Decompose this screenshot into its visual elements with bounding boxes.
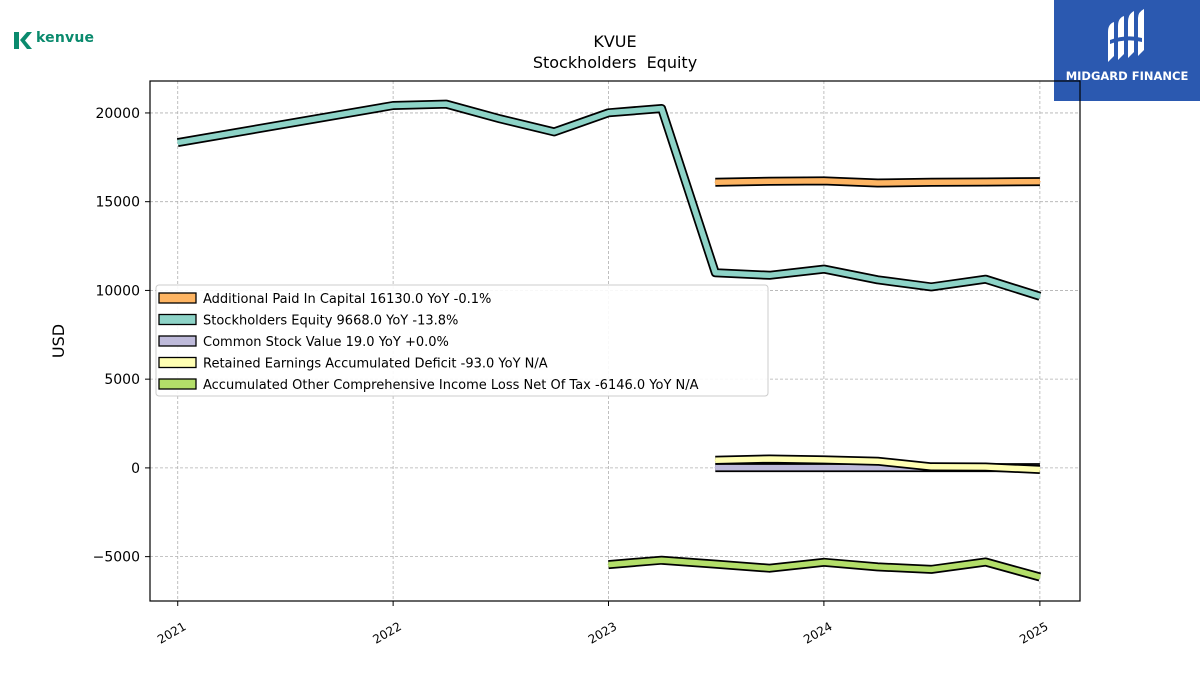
kenvue-wordmark: kenvue bbox=[36, 30, 95, 46]
y-tick-label: 15000 bbox=[95, 195, 140, 211]
data-point bbox=[768, 274, 771, 277]
data-point bbox=[823, 459, 825, 461]
data-point bbox=[1039, 468, 1041, 471]
kenvue-logo bbox=[12, 29, 102, 51]
data-point bbox=[768, 466, 771, 469]
x-tick-label: 2022 bbox=[370, 619, 403, 646]
data-point bbox=[1039, 295, 1041, 298]
y-axis-label: USD bbox=[49, 324, 68, 358]
midgard-finance-logo: MIDGARD FINANCE bbox=[1054, 0, 1200, 101]
data-point bbox=[823, 180, 825, 182]
legend-entry: Stockholders Equity 9668.0 YoY -13.8% bbox=[203, 314, 458, 329]
y-tick-label: 5000 bbox=[104, 372, 140, 388]
plot-frame bbox=[149, 80, 1081, 602]
data-point bbox=[823, 561, 825, 564]
data-point bbox=[768, 567, 771, 569]
data-point bbox=[984, 181, 987, 183]
data-point bbox=[499, 118, 501, 120]
data-point bbox=[823, 268, 825, 270]
x-tick-label: 2024 bbox=[801, 619, 834, 646]
legend-swatch bbox=[158, 292, 197, 304]
data-point bbox=[984, 466, 987, 468]
axes: 2021 2022 2023 2024 2025 −5000 0 5000 10000 15000… bbox=[93, 106, 1051, 647]
data-point bbox=[553, 131, 556, 133]
data-point bbox=[714, 563, 717, 565]
data-point bbox=[607, 111, 610, 114]
legend-entry: Retained Earnings Accumulated Deficit -9… bbox=[203, 357, 548, 372]
data-point bbox=[984, 278, 987, 281]
data-point bbox=[714, 466, 717, 469]
legend-swatch bbox=[158, 313, 197, 326]
data-point bbox=[768, 458, 771, 460]
legend-swatch bbox=[158, 335, 197, 347]
data-point bbox=[660, 107, 663, 110]
chart-title: KVUE bbox=[593, 32, 636, 51]
data-point bbox=[768, 180, 771, 183]
data-point bbox=[714, 459, 717, 462]
data-point bbox=[930, 286, 933, 288]
data-point bbox=[714, 181, 717, 183]
series-line-1 bbox=[177, 101, 1041, 299]
midgard-finance-name: MIDGARD FINANCE bbox=[1065, 69, 1189, 83]
y-tick-label: −5000 bbox=[93, 550, 140, 566]
data-point bbox=[445, 103, 448, 105]
data-point bbox=[392, 104, 394, 107]
data-point bbox=[714, 271, 717, 274]
x-tick-label: 2025 bbox=[1017, 619, 1050, 646]
legend-swatch bbox=[158, 378, 197, 390]
kenvue-k-icon bbox=[14, 32, 32, 49]
y-tick-label: 10000 bbox=[95, 283, 140, 299]
legend-entry: Common Stock Value 19.0 YoY +0.0% bbox=[203, 335, 449, 350]
data-point bbox=[876, 466, 879, 469]
data-point bbox=[930, 466, 933, 468]
x-tick-label: 2023 bbox=[586, 619, 619, 646]
legend-entry: Additional Paid In Capital 16130.0 YoY -… bbox=[203, 292, 491, 307]
data-point bbox=[1039, 180, 1041, 183]
series-layer bbox=[176, 99, 1042, 582]
data-point bbox=[607, 563, 610, 566]
y-tick-label: 20000 bbox=[95, 106, 140, 122]
data-point bbox=[1039, 576, 1041, 578]
data-point bbox=[876, 182, 879, 184]
chart-subtitle: Stockholders Equity bbox=[533, 53, 697, 72]
data-point bbox=[930, 568, 933, 571]
y-tick-label: 0 bbox=[131, 461, 140, 477]
legend: Additional Paid In Capital 16130.0 YoY -… bbox=[155, 284, 769, 397]
data-point bbox=[876, 460, 879, 462]
data-point bbox=[876, 278, 879, 281]
legend-swatch bbox=[158, 356, 197, 369]
data-point bbox=[930, 181, 933, 184]
data-point bbox=[660, 559, 663, 561]
x-tick-label: 2021 bbox=[155, 619, 188, 646]
legend-box bbox=[155, 284, 769, 397]
data-point bbox=[823, 466, 825, 469]
data-point bbox=[176, 141, 179, 144]
midgard-emblem-icon bbox=[1108, 9, 1144, 62]
legend-entry: Accumulated Other Comprehensive Income L… bbox=[203, 378, 699, 393]
data-point bbox=[984, 561, 987, 563]
data-point bbox=[876, 566, 879, 568]
